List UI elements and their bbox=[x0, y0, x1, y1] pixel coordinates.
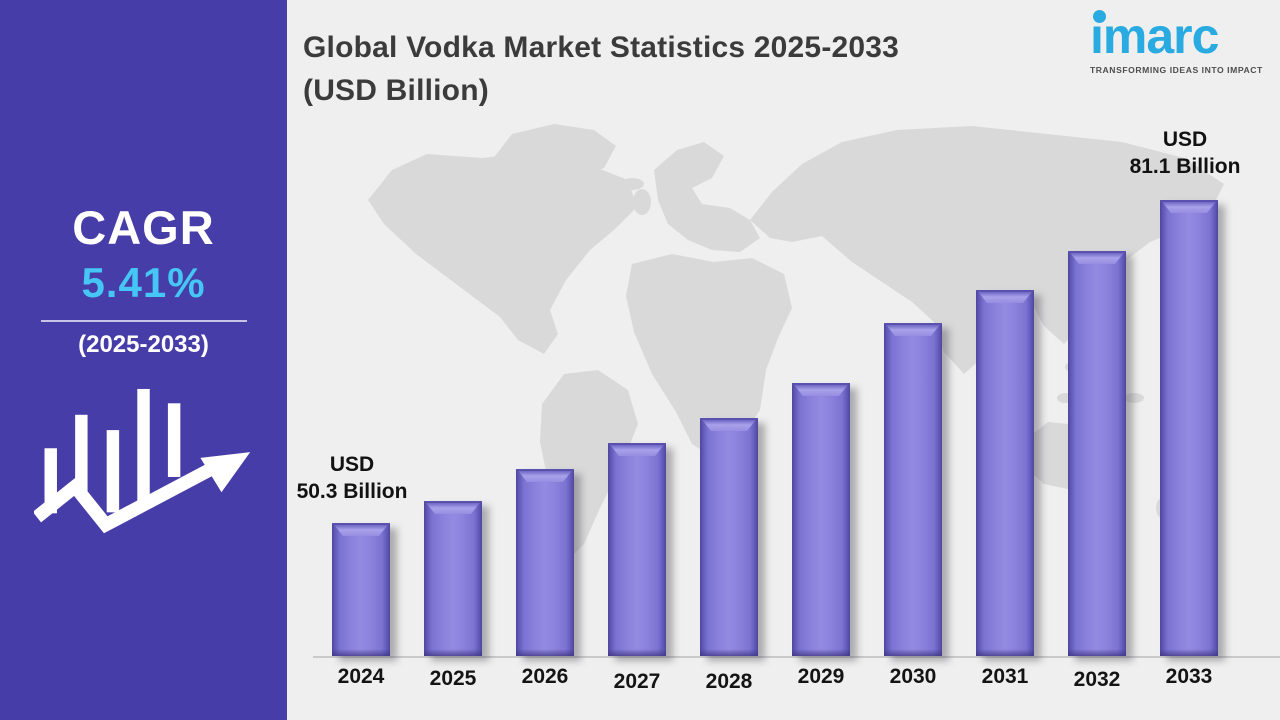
first-bar-value-line2: 50.3 Billion bbox=[296, 480, 408, 503]
bar-rect-2030 bbox=[884, 323, 942, 656]
x-axis-label-2026: 2026 bbox=[521, 665, 569, 688]
bar-column-2032: 2032 bbox=[1068, 251, 1126, 691]
last-bar-value-label: USD 81.1 Billion bbox=[1114, 126, 1256, 180]
x-axis-label-2027: 2027 bbox=[613, 670, 661, 693]
x-axis-label-2033: 2033 bbox=[1165, 665, 1213, 688]
x-axis-label-2024: 2024 bbox=[337, 665, 385, 688]
last-bar-value-line2: 81.1 Billion bbox=[1129, 155, 1241, 178]
first-bar-value-line1: USD bbox=[329, 453, 375, 476]
bar-column-2031: 2031 bbox=[976, 290, 1034, 688]
x-axis-label-2025: 2025 bbox=[429, 667, 477, 690]
imarc-tagline: TRANSFORMING IDEAS INTO IMPACT bbox=[1090, 65, 1263, 75]
brand-word: ımarc bbox=[1090, 8, 1219, 64]
bar-column-2029: 2029 bbox=[792, 383, 850, 688]
bar-series: 2024 2025 2026 2027 2028 2029 2030 2031 2032 2033 bbox=[332, 200, 1218, 693]
last-bar-value-line1: USD bbox=[1162, 128, 1208, 151]
x-axis-label-2031: 2031 bbox=[981, 665, 1029, 688]
bar-column-2027: 2027 bbox=[608, 443, 666, 693]
bar-rect-2027 bbox=[608, 443, 666, 656]
bar-rect-2029 bbox=[792, 383, 850, 656]
cagr-period: (2025-2033) bbox=[78, 331, 209, 358]
bar-column-2028: 2028 bbox=[700, 418, 758, 693]
chart-panel: Global Vodka Market Statistics 2025-2033… bbox=[287, 0, 1280, 720]
chart-title: Global Vodka Market Statistics 2025-2033… bbox=[303, 26, 899, 112]
cagr-label: CAGR bbox=[72, 201, 215, 254]
x-axis-label-2032: 2032 bbox=[1073, 668, 1121, 691]
imarc-brand-text: ımarc bbox=[1090, 8, 1263, 64]
first-bar-value-label: USD 50.3 Billion bbox=[281, 451, 423, 505]
bar-column-2026: 2026 bbox=[516, 469, 574, 688]
cagr-panel: CAGR 5.41% (2025-2033) bbox=[0, 0, 287, 720]
world-map-background bbox=[368, 124, 1224, 556]
growth-chart-arrow-icon bbox=[33, 388, 250, 534]
bar-rect-2025 bbox=[424, 501, 482, 656]
x-axis-label-2028: 2028 bbox=[705, 670, 753, 693]
bar-column-2025: 2025 bbox=[424, 501, 482, 690]
x-axis-line bbox=[313, 656, 1280, 658]
bar-rect-2024 bbox=[332, 523, 390, 656]
bar-column-2033: 2033 bbox=[1160, 200, 1218, 688]
logo-dot-icon bbox=[1093, 10, 1106, 23]
imarc-logo: ımarc TRANSFORMING IDEAS INTO IMPACT bbox=[1090, 8, 1263, 75]
bar-rect-2028 bbox=[700, 418, 758, 656]
x-axis-label-2029: 2029 bbox=[797, 665, 845, 688]
bar-rect-2033 bbox=[1160, 200, 1218, 656]
bar-rect-2031 bbox=[976, 290, 1034, 656]
bar-rect-2032 bbox=[1068, 251, 1126, 656]
bar-column-2024: 2024 bbox=[332, 523, 390, 688]
cagr-value: 5.41% bbox=[81, 259, 206, 306]
x-axis-label-2030: 2030 bbox=[889, 665, 937, 688]
bar-rect-2026 bbox=[516, 469, 574, 656]
bar-column-2030: 2030 bbox=[884, 323, 942, 688]
divider bbox=[40, 320, 247, 322]
chart-title-line2: (USD Billion) bbox=[303, 74, 489, 107]
chart-title-line1: Global Vodka Market Statistics 2025-2033 bbox=[303, 31, 900, 64]
